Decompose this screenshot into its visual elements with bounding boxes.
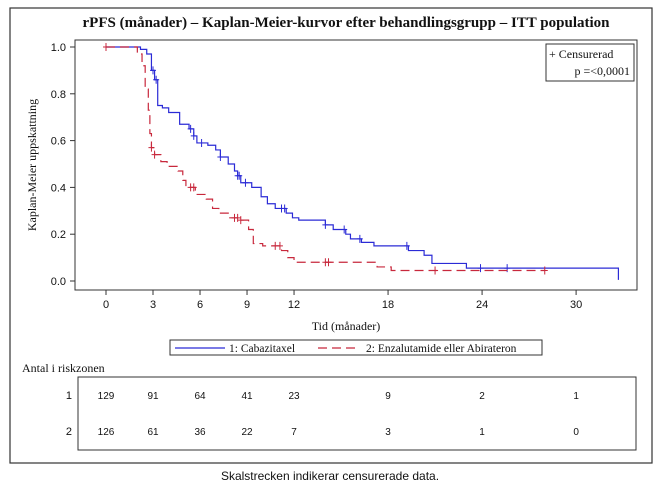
at-risk-row-label: 1 xyxy=(66,390,72,402)
censor-mark-1 xyxy=(322,220,329,229)
censor-mark-1 xyxy=(187,124,194,133)
at-risk-count: 64 xyxy=(194,391,206,402)
series-legend: 1: Cabazitaxel 2: Enzalutamide eller Abi… xyxy=(169,339,543,356)
at-risk-count: 3 xyxy=(385,427,391,438)
censor-mark-1 xyxy=(341,225,348,234)
plot-frame xyxy=(74,39,638,291)
censor-mark-2 xyxy=(276,241,283,250)
censor-mark-2 xyxy=(237,216,244,225)
y-tick-label: 0.6 xyxy=(51,136,66,148)
p-value: p =<0,0001 xyxy=(574,64,630,78)
figure-frame xyxy=(9,7,653,464)
x-axis-label: Tid (månader) xyxy=(312,319,381,333)
at-risk-row-label: 2 xyxy=(66,426,72,438)
censor-mark-1 xyxy=(242,178,249,187)
y-tick-label: 1.0 xyxy=(51,42,66,54)
at-risk-count: 2 xyxy=(479,391,485,402)
at-risk-count: 9 xyxy=(385,391,391,402)
censor-mark-1 xyxy=(217,152,224,161)
censor-legend-label: + Censurerad xyxy=(549,47,613,61)
x-tick-label: 24 xyxy=(476,299,488,311)
y-tick-label: 0.8 xyxy=(51,89,66,101)
at-risk-count: 23 xyxy=(288,391,300,402)
km-curve-2 xyxy=(106,46,545,272)
at-risk-count: 7 xyxy=(291,427,297,438)
y-tick-label: 0.0 xyxy=(51,276,66,288)
x-tick-label: 12 xyxy=(288,299,300,311)
at-risk-count: 129 xyxy=(98,391,115,402)
x-tick-label: 0 xyxy=(103,299,109,311)
at-risk-count: 61 xyxy=(147,427,159,438)
at-risk-count: 0 xyxy=(573,427,579,438)
censor-mark-1 xyxy=(153,75,160,84)
x-tick-label: 3 xyxy=(150,299,156,311)
km-curve-1 xyxy=(106,46,620,280)
y-tick-label: 0.4 xyxy=(51,182,66,194)
x-tick-label: 6 xyxy=(197,299,203,311)
legend-label-2: 2: Enzalutamide eller Abirateron xyxy=(366,343,517,355)
censor-mark-1 xyxy=(356,234,363,243)
censor-mark-1 xyxy=(403,241,410,250)
censor-mark-2 xyxy=(541,266,548,275)
censor-mark-1 xyxy=(150,66,157,75)
censor-mark-2 xyxy=(103,43,109,51)
y-tick-label: 0.2 xyxy=(51,229,66,241)
censor-mark-2 xyxy=(234,213,241,222)
censor-mark-1 xyxy=(236,171,243,180)
x-tick-label: 18 xyxy=(382,299,394,311)
censor-mark-2 xyxy=(432,266,439,275)
legend-label-1: 1: Cabazitaxel xyxy=(229,343,295,355)
at-risk-count: 126 xyxy=(98,427,115,438)
at-risk-count: 91 xyxy=(147,391,159,402)
censor-mark-2 xyxy=(325,258,332,267)
censor-mark-1 xyxy=(281,204,288,213)
y-axis-label: Kaplan-Meier uppskattning xyxy=(25,99,39,231)
censor-mark-1 xyxy=(198,138,205,147)
at-risk-count: 1 xyxy=(573,391,579,402)
chart-title: rPFS (månader) – Kaplan-Meier-kurvor eft… xyxy=(83,15,611,31)
censor-mark-1 xyxy=(190,131,197,140)
caption: Skalstrecken indikerar censurerade data. xyxy=(221,469,439,483)
at-risk-title: Antal i riskzonen xyxy=(22,361,105,375)
at-risk-count: 36 xyxy=(194,427,206,438)
x-tick-label: 30 xyxy=(570,299,582,311)
censor-mark-2 xyxy=(148,143,155,152)
censor-mark-2 xyxy=(151,150,158,159)
inset-legend: + Censurerad p =<0,0001 xyxy=(545,43,635,82)
at-risk-box xyxy=(77,376,637,451)
x-tick-label: 9 xyxy=(244,299,250,311)
at-risk-count: 41 xyxy=(241,391,253,402)
at-risk-count: 22 xyxy=(241,427,253,438)
censor-mark-2 xyxy=(190,183,197,192)
censor-mark-1 xyxy=(477,264,484,273)
at-risk-count: 1 xyxy=(479,427,485,438)
